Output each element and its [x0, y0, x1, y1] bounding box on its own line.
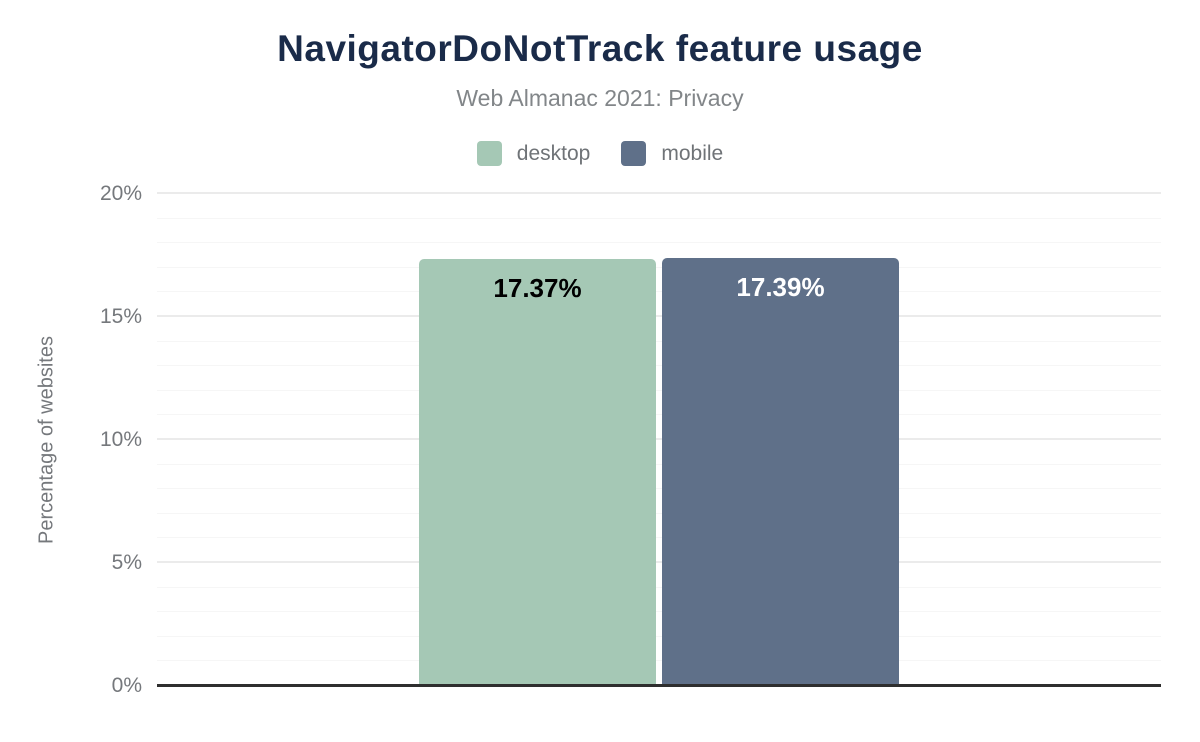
minor-gridline	[157, 389, 1161, 391]
minor-gridline	[157, 365, 1161, 367]
y-tick-label: 5%	[111, 551, 142, 574]
major-gridline	[157, 561, 1161, 563]
legend-swatch-mobile-icon	[621, 141, 647, 166]
major-gridline	[157, 438, 1161, 440]
minor-gridline	[157, 586, 1161, 588]
legend: desktop mobile	[0, 141, 1200, 166]
minor-gridline	[157, 266, 1161, 268]
chart-subtitle: Web Almanac 2021: Privacy	[456, 85, 744, 111]
minor-gridline	[157, 217, 1161, 219]
bar-mobile: 17.39%	[662, 258, 899, 686]
minor-gridline	[157, 463, 1161, 465]
bar-data-label-desktop: 17.37%	[493, 272, 582, 303]
minor-gridline	[157, 340, 1161, 342]
minor-gridline	[157, 414, 1161, 416]
minor-gridline	[157, 291, 1161, 293]
plot-area: 17.37% 17.39%	[157, 192, 1161, 687]
legend-item-desktop: desktop	[476, 141, 591, 166]
minor-gridline	[157, 635, 1161, 637]
legend-label-mobile: mobile	[661, 141, 724, 165]
y-tick-label: 0%	[111, 674, 142, 697]
minor-gridline	[157, 611, 1161, 613]
minor-gridline	[157, 537, 1161, 539]
minor-gridline	[157, 242, 1161, 244]
bar-desktop: 17.37%	[419, 258, 656, 686]
bar-data-label-mobile: 17.39%	[736, 272, 825, 303]
minor-gridline	[157, 488, 1161, 490]
y-axis-ticks: 0% 5% 10% 15% 20%	[0, 182, 142, 697]
minor-gridline	[157, 512, 1161, 514]
minor-gridline	[157, 660, 1161, 662]
major-gridline	[157, 192, 1161, 194]
chart-title: NavigatorDoNotTrack feature usage	[277, 28, 923, 69]
y-tick-label: 20%	[99, 182, 142, 205]
x-axis-line	[157, 684, 1161, 687]
legend-item-mobile: mobile	[621, 141, 723, 166]
y-tick-label: 10%	[99, 428, 142, 451]
y-tick-label: 15%	[99, 305, 142, 328]
major-gridline	[157, 315, 1161, 317]
legend-label-desktop: desktop	[516, 141, 591, 165]
legend-swatch-desktop-icon	[476, 141, 502, 166]
